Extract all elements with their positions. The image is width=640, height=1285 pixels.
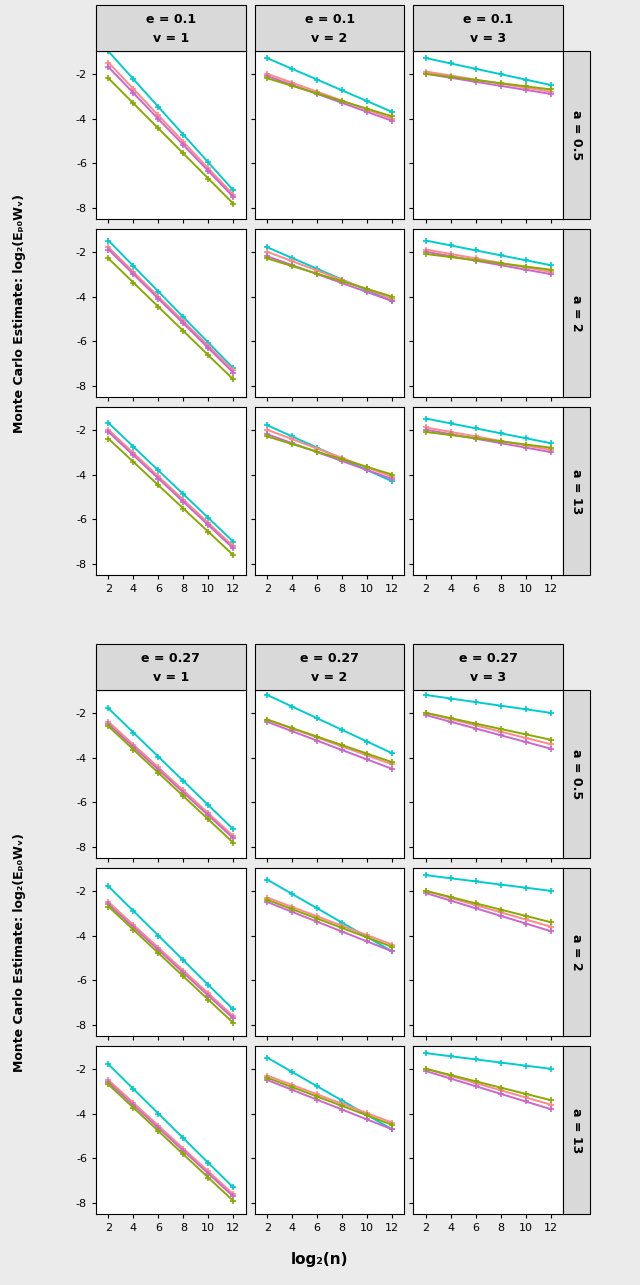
Text: a = 13: a = 13 [570, 1108, 583, 1153]
Text: a = 2: a = 2 [570, 934, 583, 970]
Text: a = 13: a = 13 [570, 469, 583, 514]
Text: v = 2: v = 2 [312, 671, 348, 684]
Text: v = 2: v = 2 [312, 32, 348, 45]
Text: e = 0.27: e = 0.27 [300, 651, 359, 664]
Text: e = 0.27: e = 0.27 [459, 651, 518, 664]
Text: a = 0.5: a = 0.5 [570, 749, 583, 799]
Text: a = 0.5: a = 0.5 [570, 111, 583, 161]
Text: e = 0.1: e = 0.1 [463, 13, 513, 26]
Text: v = 1: v = 1 [153, 671, 189, 684]
Text: e = 0.1: e = 0.1 [305, 13, 355, 26]
Text: Monte Carlo Estimate: log₂(Eₚ₀Wᵥ): Monte Carlo Estimate: log₂(Eₚ₀Wᵥ) [13, 194, 26, 433]
Text: v = 3: v = 3 [470, 32, 506, 45]
Text: e = 0.1: e = 0.1 [146, 13, 196, 26]
Text: Monte Carlo Estimate: log₂(Eₚ₀Wᵥ): Monte Carlo Estimate: log₂(Eₚ₀Wᵥ) [13, 833, 26, 1072]
Text: v = 3: v = 3 [470, 671, 506, 684]
Text: log₂(n): log₂(n) [291, 1252, 349, 1267]
Text: e = 0.27: e = 0.27 [141, 651, 200, 664]
Text: a = 2: a = 2 [570, 296, 583, 332]
Text: v = 1: v = 1 [153, 32, 189, 45]
